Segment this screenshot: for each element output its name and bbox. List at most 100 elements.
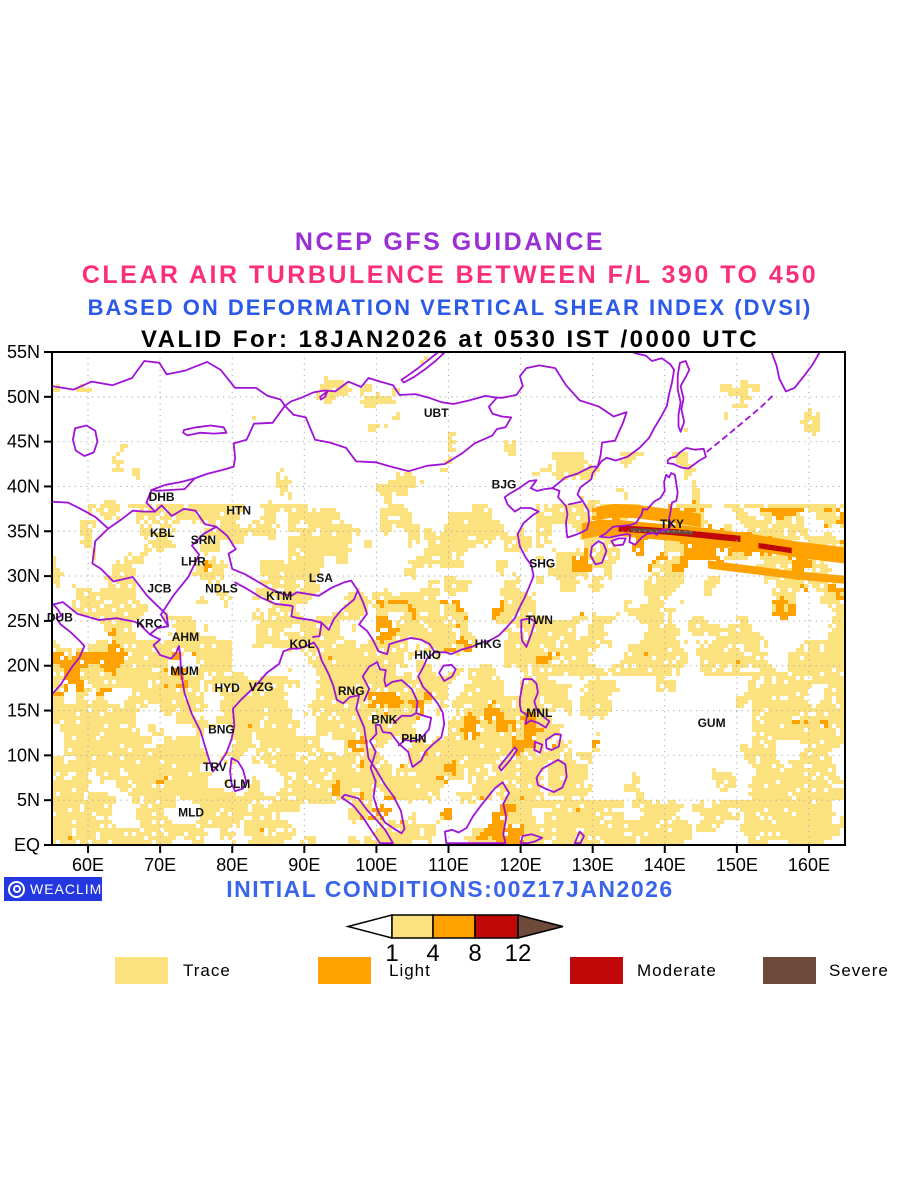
coastline <box>52 602 86 695</box>
legend-label-light: Light <box>389 961 431 980</box>
lat-tick-50N: 50N <box>7 387 40 407</box>
lon-tick-70E: 70E <box>144 855 176 875</box>
city-label-MNL: MNL <box>526 706 552 720</box>
country-border <box>495 364 628 468</box>
city-label-TKY: TKY <box>660 517 684 531</box>
city-label-HNO: HNO <box>414 648 441 662</box>
city-label-CLM: CLM <box>224 777 250 791</box>
turbulence-field <box>52 356 845 845</box>
country-border <box>215 525 436 655</box>
legend-chip-light <box>318 957 371 984</box>
lon-tick-100E: 100E <box>355 855 397 875</box>
island-outline <box>520 617 536 648</box>
country-border <box>145 477 196 513</box>
coastline <box>149 352 675 835</box>
city-label-RNG: RNG <box>338 684 365 698</box>
island-outline <box>544 733 562 751</box>
colorbar-left-arrow <box>345 914 393 939</box>
city-label-PHN: PHN <box>401 731 426 745</box>
lat-tick-45N: 45N <box>7 432 40 452</box>
coastlines-borders <box>52 352 821 845</box>
lon-tick-60E: 60E <box>72 855 104 875</box>
legend-chip-trace <box>115 957 168 984</box>
lon-axis-labels: 60E 70E 80E 90E 100E 110E 120E 130E 140E 150E 160E <box>72 855 830 875</box>
city-label-MUM: MUM <box>170 664 199 678</box>
island-outline <box>498 746 518 772</box>
city-label-SRN: SRN <box>191 533 216 547</box>
lat-tick-30N: 30N <box>7 566 40 586</box>
city-label-SHG: SHG <box>529 557 555 571</box>
axis-ticks <box>44 351 810 853</box>
title-method: BASED ON DEFORMATION VERTICAL SHEAR INDE… <box>87 295 813 320</box>
title-product: CLEAR AIR TURBULENCE BETWEEN F/L 390 TO … <box>81 261 819 289</box>
island-outline <box>599 472 679 546</box>
lon-tick-120E: 120E <box>500 855 542 875</box>
lat-tick-20N: 20N <box>7 656 40 676</box>
island-outline <box>438 663 457 682</box>
jet-streak-band <box>758 542 792 554</box>
island-outline <box>610 537 627 547</box>
island-outline <box>676 360 691 433</box>
city-label-KTM: KTM <box>266 589 292 603</box>
title-valid-time: VALID For: 18JAN2026 at 0530 IST /0000 U… <box>140 326 760 353</box>
jet-streak-band <box>596 503 701 528</box>
colorbar-tick-1: 1 <box>385 940 398 967</box>
lon-tick-130E: 130E <box>572 855 614 875</box>
city-label-AHM: AHM <box>172 630 199 644</box>
city-label-LHR: LHR <box>181 555 206 569</box>
island-outline <box>535 758 568 793</box>
colorbar-tick-12: 12 <box>505 940 532 967</box>
island-outline <box>589 540 608 566</box>
weaclim-logo: WEACLIM <box>4 877 102 901</box>
initial-conditions-text: INITIAL CONDITIONS:00Z17JAN2026 <box>226 876 674 902</box>
city-label-HTN: HTN <box>226 504 251 518</box>
lat-tick-15N: 15N <box>7 701 40 721</box>
island-outline <box>72 424 99 457</box>
jet-streak-band <box>708 560 845 584</box>
city-label-KOL: KOL <box>290 637 315 651</box>
trace-speckles <box>52 356 845 845</box>
island-outline <box>319 390 329 401</box>
kuril-islands-chain <box>706 393 776 453</box>
country-border <box>290 605 323 638</box>
city-label-KRC: KRC <box>136 617 162 631</box>
colorbar-tick-4: 4 <box>426 940 439 967</box>
lat-tick-5N: 5N <box>17 790 40 810</box>
country-border <box>284 377 513 473</box>
country-border <box>392 712 417 724</box>
colorbar-right-arrow <box>517 914 564 939</box>
legend-label-severe: Severe <box>829 961 889 980</box>
city-label-LSA: LSA <box>309 571 333 585</box>
city-label-VZG: VZG <box>249 680 274 694</box>
lon-tick-110E: 110E <box>428 855 469 875</box>
city-label-JCB: JCB <box>147 582 171 596</box>
island-outline <box>444 781 510 845</box>
lon-tick-90E: 90E <box>288 855 320 875</box>
country-border <box>320 589 359 631</box>
city-label-TWN: TWN <box>526 613 553 627</box>
lat-tick-EQ: EQ <box>14 835 40 855</box>
lat-tick-10N: 10N <box>7 745 40 765</box>
colorbar-seg-trace <box>391 914 434 939</box>
city-label-GUM: GUM <box>698 716 726 730</box>
country-border <box>52 500 169 636</box>
city-label-NDLS: NDLS <box>205 582 238 596</box>
city-label-MLD: MLD <box>178 806 204 820</box>
jet-streak-band <box>630 527 693 535</box>
country-border <box>361 661 433 747</box>
lat-tick-40N: 40N <box>7 476 40 496</box>
lon-tick-160E: 160E <box>788 855 830 875</box>
city-label-DUB: DUB <box>47 610 73 624</box>
city-labels: DHB HTN KBL SRN LHR LSA JCB NDLS KTM DUB KRC AHM KOL… <box>47 406 726 820</box>
copyright-icon <box>8 880 25 898</box>
colorbar-seg-moderate <box>474 914 519 939</box>
island-outline <box>533 741 544 754</box>
legend-label-moderate: Moderate <box>637 961 717 980</box>
island-outline <box>182 424 228 437</box>
city-label-BNG: BNG <box>208 722 235 736</box>
island-outline <box>400 352 446 384</box>
colorbar: 1 4 8 12 <box>345 914 564 967</box>
city-label-TRV: TRV <box>203 760 227 774</box>
island-outline <box>519 678 551 729</box>
